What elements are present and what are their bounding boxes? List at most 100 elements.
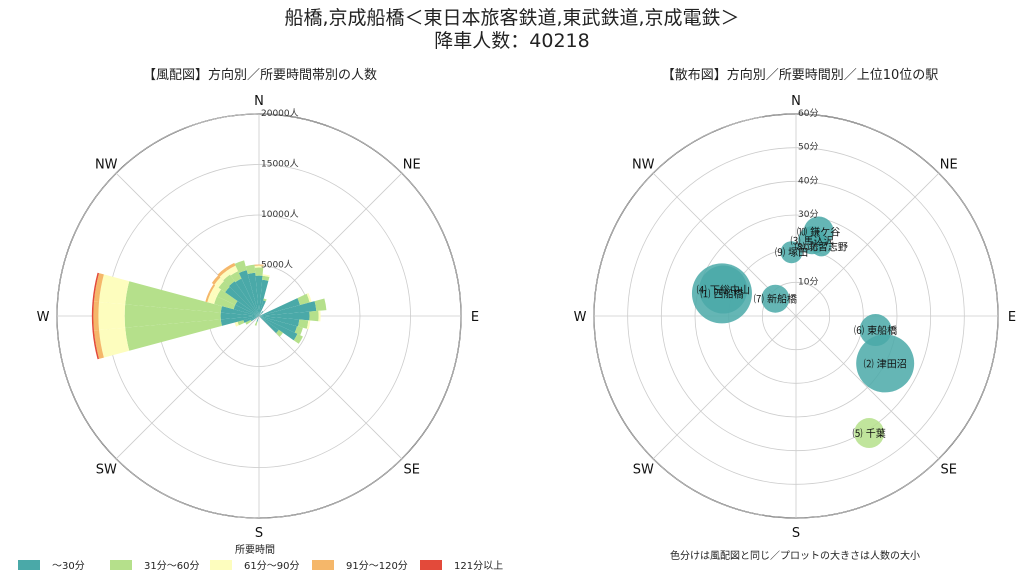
rose-bar-segment (220, 306, 259, 316)
rose-grid-spoke (115, 315, 260, 460)
chart-title-line1: 船橋,京成船橋＜東日本旅客鉄道,東武鉄道,京成電鉄＞ (284, 7, 740, 29)
legend-label: 91分～120分 (346, 561, 408, 572)
rose-bar-segment (314, 298, 327, 311)
rose-bar-segment (254, 265, 264, 268)
scatter-point-label: ⑼ 塚田 (775, 246, 808, 259)
rose-bar-segment (125, 281, 222, 313)
rose-bar-segment (255, 275, 263, 316)
rose-bar-segment (259, 316, 298, 333)
rose-bar-segment (92, 272, 100, 302)
scatter-point-label: ⑽ 鎌ケ谷 (797, 225, 840, 238)
rose-bar-segment (259, 311, 310, 321)
scatter-r-tick-label: 40分 (798, 175, 818, 186)
rose-bar-segment (125, 319, 222, 351)
scatter-point-label: ⑵ 津田沼 (864, 357, 907, 370)
scatter-title: 【散布図】方向別／所要時間別／上位10位の駅 (661, 68, 939, 83)
rose-bar-segment (243, 316, 259, 323)
rose-bar-segment (214, 277, 225, 288)
legend-swatch (18, 559, 40, 570)
scatter-point (811, 236, 832, 257)
rose-bar-segment (259, 316, 298, 341)
scatter-r-tick-label: 60分 (798, 108, 818, 119)
scatter-point-label: ⑻ 北習志野 (795, 240, 848, 253)
rose-direction-NW: NW (95, 157, 118, 172)
rose-bar-segment (235, 300, 259, 316)
rose-bar-segment (235, 278, 259, 316)
rose-bar-segment (220, 316, 259, 326)
rose-bar-segment (205, 292, 211, 303)
rose-bar-segment (223, 274, 235, 287)
scatter-direction-E: E (1008, 310, 1016, 325)
rose-bar-segment (254, 264, 264, 266)
rose-bar-segment (99, 327, 130, 358)
scatter-direction-N: N (791, 94, 801, 109)
scatter-point (780, 241, 803, 264)
rose-bar-segment (293, 333, 303, 344)
scatter-direction-W: W (574, 310, 587, 325)
rose-bar-segment (259, 300, 266, 316)
legend-swatch (420, 559, 442, 570)
legend-label: ～30分 (52, 561, 85, 572)
rose-bar-segment (234, 321, 239, 327)
rose-bar-segment (93, 301, 100, 331)
rose-bar-segment (124, 304, 221, 328)
rose-r-tick-label: 20000人 (261, 108, 299, 119)
rose-bar-segment (309, 310, 319, 322)
rose-bar-segment (207, 293, 217, 304)
rose-bar-segment (245, 319, 252, 325)
rose-bar-segment (297, 293, 310, 306)
legend-item-90: 61分～90分 (210, 557, 299, 572)
scatter-note: 色分けは風配図と同じ／プロットの大きさは人数の大小 (670, 551, 920, 562)
rose-bar-segment (256, 316, 259, 322)
scatter-r-tick-label: 30分 (798, 209, 818, 220)
rose-bar-segment (99, 274, 130, 305)
rose-bar-segment (214, 296, 236, 310)
legend-swatch (312, 559, 334, 570)
legend-label: 61分～90分 (244, 561, 300, 572)
scatter-grid-spoke (795, 315, 940, 460)
rose-bar-segment (259, 279, 269, 316)
rose-bar-segment (259, 311, 264, 316)
rose-bar-segment (318, 310, 321, 322)
rose-bar-segment (219, 270, 231, 281)
rose-bar-segment (276, 329, 283, 337)
rose-bar-segment (306, 320, 311, 330)
rose-bar-segment (217, 268, 228, 277)
rose-bar-segment (247, 272, 259, 316)
rose-bar-segment (245, 264, 256, 275)
scatter-point-label: ⑸ 千葉 (853, 427, 886, 440)
scatter-point (761, 284, 790, 313)
scatter-point-label: ⑷ 下総中山 (697, 284, 750, 297)
rose-bar-segment (98, 302, 126, 330)
scatter-direction-S: S (792, 526, 800, 541)
legend-title: 所要時間 (235, 545, 275, 556)
rose-bar-segment (254, 321, 258, 326)
rose-r-tick-label: 5000人 (261, 260, 293, 271)
scatter-point-label: ⑴ 西船橋 (700, 287, 743, 300)
scatter-point (859, 314, 892, 347)
rose-bar-segment (298, 319, 309, 329)
rose-bar-segment (233, 304, 259, 316)
rose-bar-segment (91, 301, 94, 331)
rose-bar-segment (92, 330, 100, 360)
rose-direction-W: W (37, 310, 50, 325)
rose-bar-segment (208, 284, 216, 294)
rose-bar-segment (220, 312, 259, 320)
rose-bar-segment (225, 286, 259, 316)
legend-swatch (110, 559, 132, 570)
scatter-direction-NW: NW (632, 157, 655, 172)
rose-bar-segment (227, 265, 239, 276)
rose-bar-segment (230, 271, 242, 283)
rose-bar-segment (210, 285, 221, 297)
scatter-point-label: ⑺ 新船橋 (754, 293, 797, 306)
rose-bar-segment (262, 274, 270, 277)
rose-direction-N: N (254, 94, 264, 109)
rose-bar-segment (306, 292, 312, 303)
chart-title-line2: 降車人数：40218 (434, 30, 590, 52)
scatter-point (854, 418, 885, 449)
rose-bar-segment (225, 262, 236, 271)
scatter-grid-spoke (652, 315, 797, 460)
wind-rose-title: 【風配図】方向別／所要時間帯別の人数 (142, 68, 377, 83)
rose-bar-segment (263, 298, 267, 302)
rose-bar-segment (259, 301, 317, 316)
